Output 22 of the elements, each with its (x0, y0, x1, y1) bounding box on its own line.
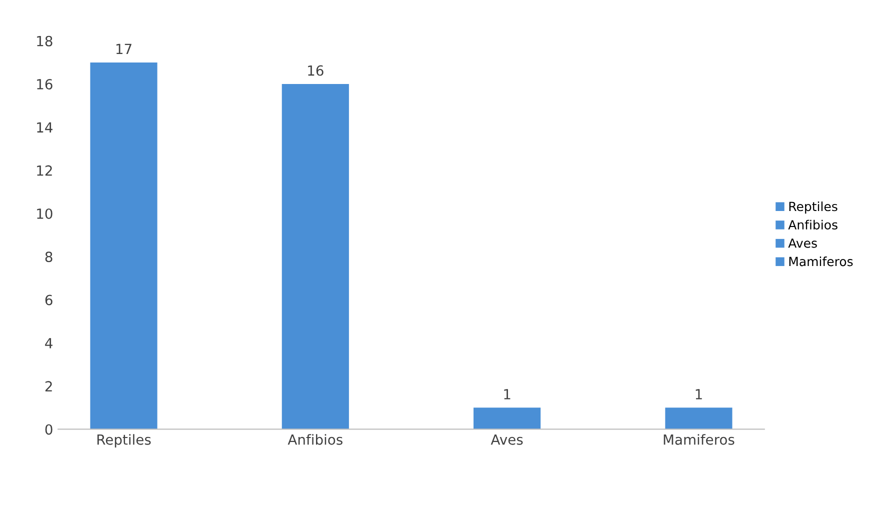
y-tick-label: 12 (37, 165, 52, 176)
y-tick-label: 16 (37, 79, 52, 90)
data-label: 1 (696, 389, 702, 400)
data-label: 1 (504, 389, 510, 400)
x-tick-label: Reptiles (97, 434, 151, 448)
legend-label: Reptiles (789, 201, 838, 214)
y-tick-label: 6 (45, 294, 52, 306)
x-tick-label: Mamiferos (664, 434, 734, 445)
data-label: 16 (308, 65, 324, 76)
y-tick-label: 10 (37, 208, 52, 219)
legend-label: Mamiferos (789, 256, 853, 266)
x-tick-label: Aves (490, 434, 523, 445)
y-tick-label: 14 (37, 122, 52, 132)
legend-label: Aves (788, 238, 817, 248)
y-tick-label: 2 (45, 381, 52, 392)
y-tick-label: 0 (45, 424, 52, 435)
y-tick-label: 8 (45, 252, 52, 262)
x-tick-label: Anfibios (288, 434, 342, 445)
data-label: 17 (116, 44, 132, 54)
y-tick-label: 4 (45, 338, 52, 348)
legend-label: Anfibios (788, 220, 838, 230)
y-tick-label: 18 (37, 36, 52, 46)
